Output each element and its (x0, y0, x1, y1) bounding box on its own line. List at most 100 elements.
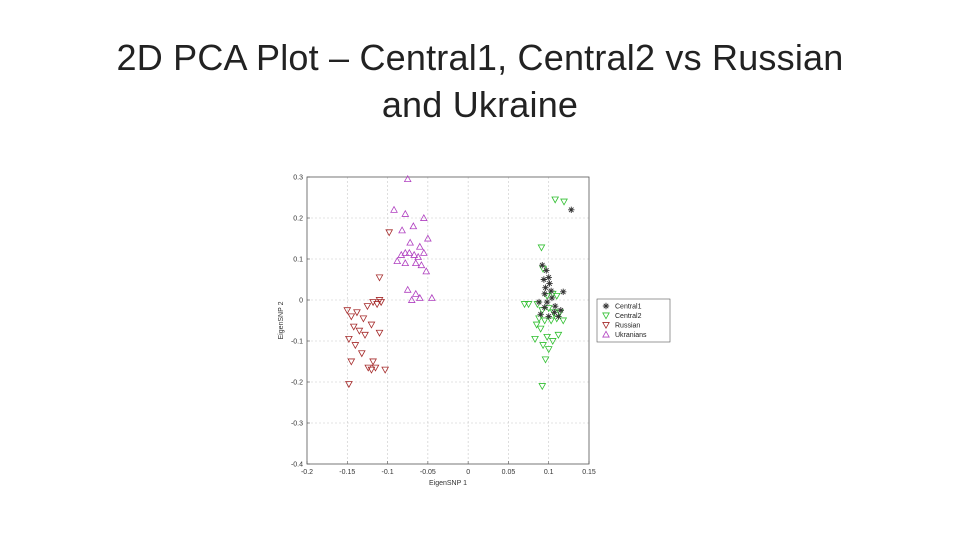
data-point (397, 250, 406, 258)
data-point (357, 350, 366, 358)
data-point (560, 198, 568, 206)
y-tick-label: -0.4 (291, 462, 303, 469)
data-point (353, 309, 361, 317)
data-point (369, 358, 377, 366)
y-tick-label: -0.2 (291, 380, 303, 387)
data-point (535, 315, 543, 323)
data-point (373, 301, 381, 309)
data-point (367, 366, 376, 374)
legend-label: Central1 (615, 304, 642, 311)
data-point (541, 304, 548, 311)
data-point (375, 329, 384, 337)
legend-item: Central1 (602, 302, 642, 311)
data-point (548, 338, 557, 346)
data-point (560, 288, 567, 295)
data-point (543, 267, 550, 274)
data-point (546, 280, 553, 287)
data-point (520, 301, 529, 309)
data-point (547, 287, 555, 295)
data-point (390, 205, 398, 213)
data-points (343, 175, 575, 391)
data-point (411, 289, 420, 297)
data-point (364, 364, 373, 372)
data-point (407, 295, 416, 303)
legend-label: Central2 (615, 313, 642, 320)
data-point (540, 317, 549, 325)
data-point (532, 321, 541, 329)
data-point (403, 285, 412, 293)
x-axis-label: EigenSNP 1 (429, 480, 467, 487)
data-point (406, 238, 415, 246)
data-point (363, 303, 372, 311)
chart-legend: Central1 Central2 Russian Ukranians (596, 298, 671, 343)
data-point (403, 175, 412, 183)
data-point (351, 342, 360, 350)
data-point (405, 248, 414, 256)
data-point (411, 259, 420, 267)
data-point (551, 196, 560, 204)
x-tick-label: -0.2 (301, 469, 313, 476)
data-point (559, 317, 568, 325)
data-point (555, 313, 562, 320)
data-point (535, 298, 543, 306)
x-tick-label: 0 (466, 469, 470, 476)
data-point (543, 333, 551, 341)
data-point (568, 206, 575, 213)
legend-item: Ukranians (602, 330, 647, 339)
data-point (551, 309, 558, 316)
x-tick-label: 0.05 (502, 469, 516, 476)
x-tick-label: -0.1 (382, 469, 394, 476)
data-point (536, 325, 545, 333)
data-point (361, 331, 369, 339)
data-point (401, 209, 410, 217)
data-point (401, 248, 410, 256)
data-point (419, 248, 428, 256)
data-point (371, 364, 380, 372)
data-point (401, 259, 410, 267)
data-point (422, 267, 431, 275)
data-point (381, 366, 390, 374)
data-point (393, 257, 402, 265)
y-axis-label: EigenSNP 2 (278, 301, 285, 339)
data-point (355, 327, 364, 335)
data-point (552, 292, 561, 300)
y-tick-label: -0.1 (291, 339, 303, 346)
slide-title-line-1: 2D PCA Plot – Central1, Central2 vs Russ… (116, 37, 844, 78)
data-point (538, 383, 547, 391)
data-point (543, 292, 551, 300)
plot-area-frame (306, 176, 590, 465)
data-point (545, 274, 552, 281)
slide-title: 2D PCA Plot – Central1, Central2 vs Russ… (60, 34, 900, 128)
data-point (557, 307, 564, 314)
series-central1 (535, 206, 575, 320)
data-point (548, 294, 556, 302)
data-point (415, 293, 424, 301)
data-point (531, 335, 539, 343)
legend-marker (602, 330, 610, 338)
data-point (347, 358, 356, 366)
legend-marker (602, 302, 610, 310)
data-point (410, 250, 419, 258)
grid-lines (307, 177, 589, 464)
data-point (419, 213, 428, 221)
y-tick-label: 0.3 (293, 175, 303, 182)
data-point (544, 346, 553, 354)
data-point (428, 293, 436, 301)
data-point (367, 321, 376, 329)
data-point (375, 274, 384, 282)
data-point (417, 261, 426, 269)
data-point (423, 234, 432, 242)
data-point (415, 242, 424, 250)
data-point (544, 305, 553, 313)
data-point (524, 301, 533, 309)
data-point (375, 297, 384, 305)
data-point (347, 313, 356, 321)
data-point (539, 342, 547, 350)
data-point (551, 302, 559, 310)
y-tick-label: 0 (299, 298, 303, 305)
y-tick-label: 0.2 (293, 216, 303, 223)
x-tick-label: -0.15 (339, 469, 355, 476)
data-point (345, 335, 353, 343)
legend-item: Central2 (602, 312, 642, 320)
data-point (537, 244, 546, 252)
